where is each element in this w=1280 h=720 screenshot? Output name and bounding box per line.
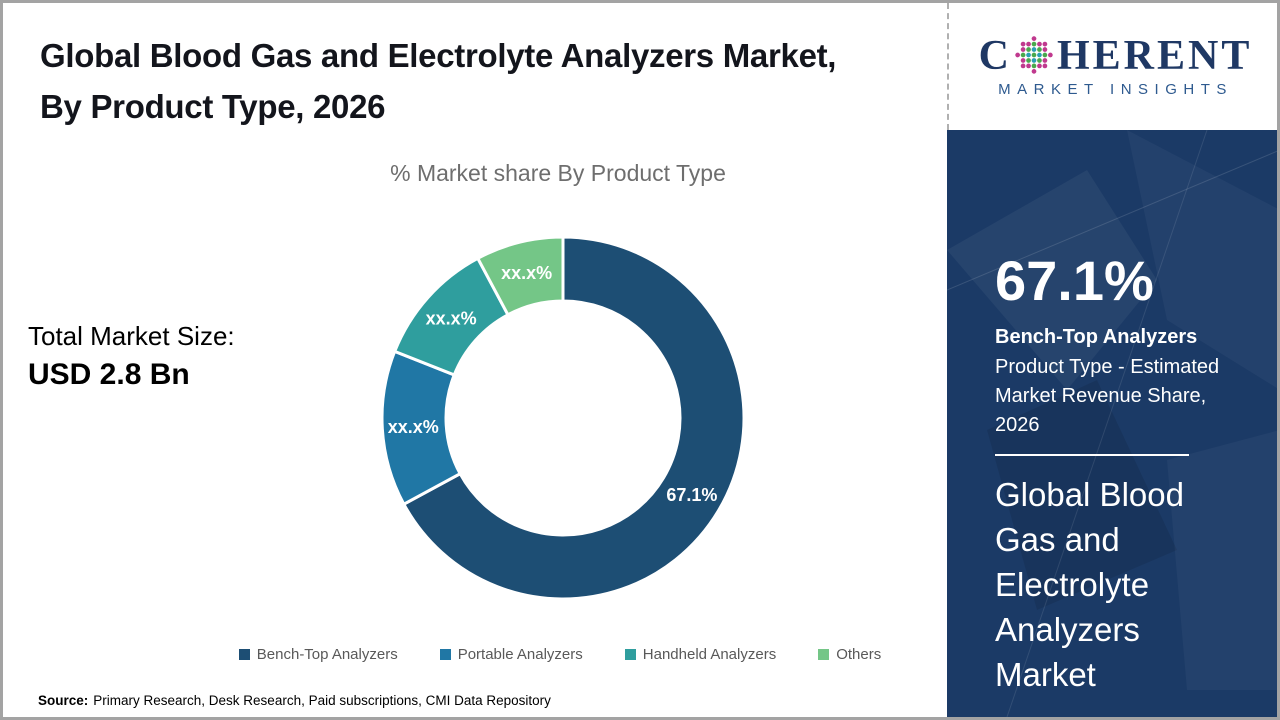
donut-segment-label: xx.x% xyxy=(501,263,552,283)
globe-dot xyxy=(1042,47,1048,52)
globe-dot xyxy=(1031,47,1037,52)
legend-item: Others xyxy=(818,646,881,663)
globe-dot xyxy=(1031,63,1037,69)
legend-swatch xyxy=(238,649,250,660)
sidebar-divider xyxy=(995,454,1189,456)
globe-dot xyxy=(1042,41,1048,47)
globe-dot xyxy=(1031,36,1037,41)
globe-dot xyxy=(1020,52,1026,58)
legend-item: Bench-Top Analyzers xyxy=(238,646,398,663)
stat-title: Bench-Top Analyzers xyxy=(995,326,1198,348)
globe-dot xyxy=(1042,58,1048,63)
world-map-background xyxy=(947,130,1277,717)
total-market-size-label: Total Market Size: xyxy=(28,321,235,351)
donut-segment-label: xx.x% xyxy=(426,308,477,328)
legend-swatch xyxy=(439,649,451,660)
logo-wordmark: C HERENT xyxy=(979,35,1253,77)
globe-dot xyxy=(1026,63,1031,69)
globe-dot xyxy=(1026,58,1031,63)
globe-dot xyxy=(1037,52,1042,58)
globe-dot xyxy=(1047,52,1053,58)
globe-dot xyxy=(1031,69,1037,74)
legend-swatch xyxy=(818,649,830,660)
chart-legend: Bench-Top Analyzers Portable Analyzers Han… xyxy=(110,646,1010,663)
logo-letters-herent: HERENT xyxy=(1056,33,1253,79)
legend-item: Portable Analyzers xyxy=(439,646,583,663)
donut-segment-label: xx.x% xyxy=(388,417,439,437)
sidebar-panel: 67.1% Bench-Top Analyzers Product Type -… xyxy=(947,130,1277,717)
donut-segment-label: 67.1% xyxy=(666,485,717,505)
source-text: Primary Research, Desk Research, Paid su… xyxy=(93,693,551,708)
legend-swatch xyxy=(624,649,636,660)
logo-letter-c: C xyxy=(978,33,1012,79)
globe-dot xyxy=(1031,52,1037,58)
logo-tagline: MARKET INSIGHTS xyxy=(998,81,1233,98)
globe-dot xyxy=(1042,63,1048,69)
globe-dot xyxy=(1037,47,1042,52)
source-label: Source: xyxy=(38,693,89,708)
source-note: Source: Primary Research, Desk Research, … xyxy=(38,693,551,708)
chart-title: % Market share By Product Type xyxy=(390,160,726,186)
total-market-size: Total Market Size: USD 2.8 Bn xyxy=(28,321,235,392)
globe-dot xyxy=(1037,58,1042,63)
globe-dot xyxy=(1037,63,1042,69)
page-title: Global Blood Gas and Electrolyte Analyze… xyxy=(40,37,837,125)
globe-dot xyxy=(1026,47,1031,52)
legend-label: Bench-Top Analyzers xyxy=(256,646,398,663)
legend-label: Portable Analyzers xyxy=(457,646,583,663)
legend-label: Handheld Analyzers xyxy=(642,646,777,663)
donut-segment-1 xyxy=(401,235,746,601)
globe-dot xyxy=(1042,52,1048,58)
donut-chart: 67.1% xx.x% xx.x% xx.x% xyxy=(380,235,746,601)
stat-value: 67.1% xyxy=(995,249,1154,312)
globe-dot xyxy=(1026,52,1031,58)
legend-label: Others xyxy=(836,646,882,663)
donut-segment-4 xyxy=(475,235,565,317)
globe-dot xyxy=(1031,41,1037,47)
total-market-size-value: USD 2.8 Bn xyxy=(28,358,190,391)
coherent-globe-icon xyxy=(1015,36,1053,74)
globe-dot xyxy=(1020,63,1026,69)
globe-dot xyxy=(1037,41,1042,47)
globe-dot xyxy=(1015,52,1020,58)
globe-dot xyxy=(1026,41,1031,47)
globe-dot xyxy=(1031,58,1037,63)
sidebar-market-name: Global Blood Gas and Electrolyte Analyze… xyxy=(995,476,1184,693)
legend-item: Handheld Analyzers xyxy=(624,646,777,663)
globe-dot xyxy=(1020,41,1026,47)
globe-dot xyxy=(1020,47,1026,52)
logo: C HERENT MARKET INSIGHTS xyxy=(947,3,1277,130)
stat-description: Product Type - Estimated Market Revenue … xyxy=(995,356,1220,436)
globe-dot xyxy=(1020,58,1026,63)
